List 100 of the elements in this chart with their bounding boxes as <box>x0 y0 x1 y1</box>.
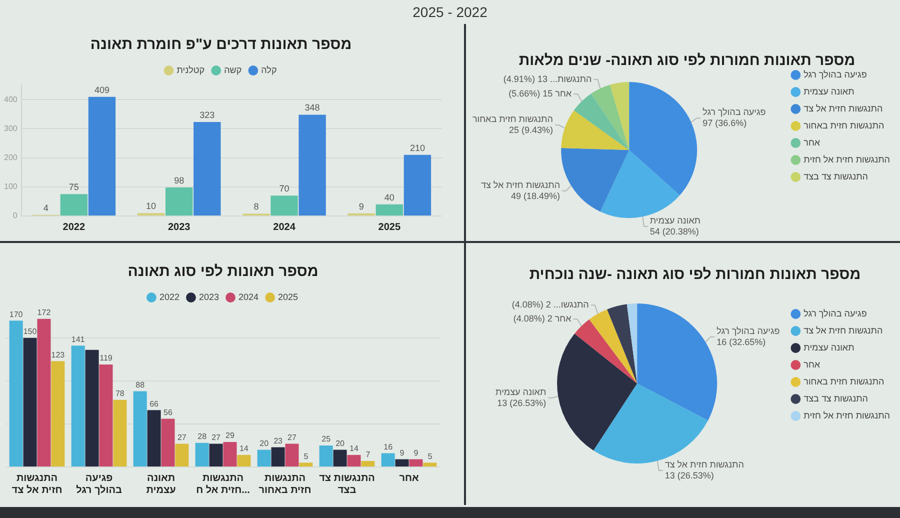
bar <box>133 391 147 466</box>
x-tick-label: התנגשות חזית אל ח... <box>196 472 250 496</box>
y-tick-label: 100 <box>4 182 18 192</box>
x-tick-label: תאונה עצמית <box>146 472 176 496</box>
data-label: 70 <box>279 184 290 194</box>
legend-label: קשה <box>224 64 242 75</box>
y-tick-label: 0 <box>12 211 18 220</box>
bar <box>209 444 223 466</box>
bar <box>88 96 116 216</box>
legend-label: התנגשות חזית אל חזית <box>804 154 890 164</box>
bar <box>423 462 437 466</box>
bar <box>271 447 285 466</box>
x-tick-label: 2022 <box>62 222 86 233</box>
legend-label: פגיעה בהולך רגל <box>804 308 867 318</box>
data-label: 27 <box>212 432 222 442</box>
bar <box>376 204 404 216</box>
data-label: 10 <box>146 201 156 212</box>
legend-label: 2025 <box>278 292 298 302</box>
data-label: 150 <box>23 327 38 336</box>
data-label: אחר 15 (5.66%) <box>508 88 572 99</box>
bar <box>333 450 347 466</box>
y-tick-label: 300 <box>4 124 18 133</box>
x-tick-label: 2025 <box>378 222 401 233</box>
legend-label: קטלנית <box>176 64 205 75</box>
bar <box>175 444 189 466</box>
bar <box>395 459 409 466</box>
data-label: 119 <box>100 354 113 363</box>
bar <box>161 418 175 466</box>
bar <box>147 410 161 466</box>
bar <box>60 194 88 216</box>
bar <box>257 450 271 466</box>
bar <box>361 460 375 466</box>
data-label: 14 <box>239 444 249 454</box>
y-tick-label: 400 <box>4 94 18 104</box>
legend-label: 2022 <box>159 292 180 302</box>
data-label: 23 <box>274 436 284 446</box>
legend-label: תאונה עצמית <box>804 342 854 352</box>
bar <box>299 462 313 466</box>
data-label: 28 <box>198 432 208 442</box>
data-label: 20 <box>260 438 270 448</box>
legend-label: התנגשות חזית אל צד <box>804 325 883 336</box>
data-label: 88 <box>136 380 146 390</box>
bar <box>194 122 221 216</box>
data-label: 5 <box>428 452 433 461</box>
data-label: 8 <box>254 202 259 212</box>
bar <box>237 454 251 466</box>
bar <box>99 364 113 466</box>
data-label: 40 <box>384 192 394 202</box>
bar <box>404 154 432 216</box>
bar <box>319 445 333 466</box>
bar <box>347 454 361 466</box>
chart-title: מספר תאונות חמורות לפי סוג תאונה- שנים מלאות <box>518 52 856 70</box>
bar <box>223 442 237 466</box>
bar <box>285 444 299 466</box>
chart-title: מספר תאונות דרכים ע"פ חומרת תאונה <box>90 36 352 54</box>
legend-label: 2023 <box>198 292 220 302</box>
legend-label: התנגשות חזית באחור <box>804 120 884 130</box>
bar <box>270 196 298 216</box>
legend-label: התנגשות צד בצד <box>804 171 868 182</box>
data-label: 27 <box>177 432 187 442</box>
x-tick-label: התנגשות חזית אל צד <box>12 472 62 496</box>
bar <box>298 114 326 216</box>
bar <box>409 459 423 466</box>
legend-label: פגיעה בהולך רגל <box>804 69 867 80</box>
data-label: התנגשות... 13 (4.91%) <box>503 74 592 84</box>
bar <box>9 320 23 466</box>
data-label: 78 <box>115 389 125 398</box>
legend-label: 2024 <box>238 292 259 302</box>
bar <box>381 453 395 466</box>
x-tick-label: 2024 <box>273 222 296 233</box>
data-label: 9 <box>400 448 405 458</box>
data-label: 7 <box>366 450 371 460</box>
data-label: 66 <box>150 399 160 408</box>
bar <box>195 442 209 466</box>
data-label: 98 <box>174 175 184 186</box>
data-label: התנגשו... 2 (4.08%) <box>512 300 589 310</box>
bar <box>85 350 99 466</box>
x-tick-label: התנגשות חזית באחור <box>258 472 312 496</box>
data-label: 123 <box>51 350 66 360</box>
chart-title: מספר תאונות לפי סוג תאונה <box>128 263 318 280</box>
x-tick-label: פגיעה בהולך רגל <box>76 472 122 496</box>
data-label: 348 <box>304 102 320 113</box>
data-label: 25 <box>322 434 332 444</box>
x-tick-label: אחר <box>399 472 419 484</box>
data-label: 4 <box>43 202 48 213</box>
bar <box>23 338 37 466</box>
legend-label: תאונה עצמית <box>804 86 854 96</box>
x-tick-label: התנגשות צד בצד <box>319 472 375 496</box>
data-label: 75 <box>68 182 79 192</box>
legend-label: התנגשות צד בצד <box>804 393 868 404</box>
data-label: 14 <box>350 444 359 454</box>
data-label: 210 <box>410 142 425 153</box>
data-label: אחר 2 (4.08%) <box>513 314 572 324</box>
data-label: 56 <box>164 408 173 417</box>
legend-label: התנגשות חזית אל חזית <box>804 410 890 420</box>
x-tick-label: 2023 <box>168 222 191 233</box>
data-label: 172 <box>37 308 52 318</box>
data-label: 9 <box>414 448 419 458</box>
text: 2025 - 2022 <box>412 4 488 20</box>
data-label: 9 <box>358 201 364 212</box>
